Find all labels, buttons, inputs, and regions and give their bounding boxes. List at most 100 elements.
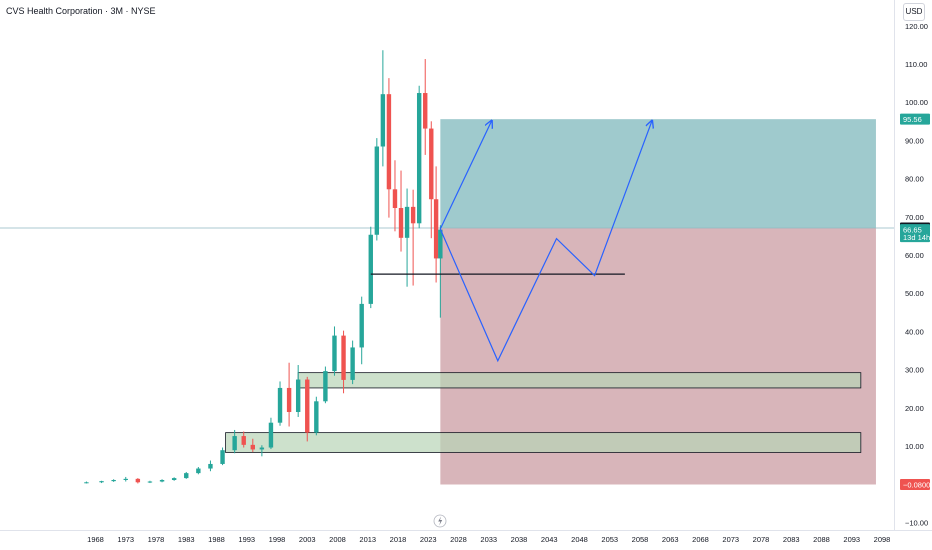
candle-body — [404, 206, 410, 238]
candle-body — [341, 335, 346, 380]
y-tick-label: 10.00 — [905, 442, 924, 451]
candle-body — [410, 206, 416, 224]
x-tick-label: 1993 — [238, 535, 255, 544]
candle — [323, 366, 328, 404]
candle-body — [208, 463, 213, 469]
candle — [368, 226, 373, 309]
price-tag: −0.0800 — [900, 479, 930, 491]
candle-body — [111, 479, 116, 482]
x-tick-label: 2083 — [783, 535, 800, 544]
candle-body — [429, 128, 434, 200]
candle-body — [259, 447, 265, 450]
x-tick-label: 2063 — [662, 535, 679, 544]
candle — [99, 480, 104, 484]
candle — [135, 478, 141, 484]
candle — [380, 50, 386, 167]
candle — [314, 396, 319, 436]
candle — [208, 460, 213, 472]
x-tick-label: 2033 — [480, 535, 497, 544]
currency-button[interactable]: USD — [903, 3, 925, 21]
candle-body — [398, 208, 404, 238]
candle — [410, 189, 416, 286]
candle — [250, 438, 255, 453]
candle — [123, 476, 128, 482]
x-tick-label: 2048 — [571, 535, 588, 544]
x-tick-label: 1998 — [269, 535, 286, 544]
candle-body — [359, 303, 364, 348]
y-tick-label: 60.00 — [905, 251, 924, 260]
lightning-icon[interactable] — [433, 514, 447, 528]
candle-body — [392, 189, 398, 209]
candle — [359, 296, 364, 365]
candle — [220, 447, 225, 466]
candle — [241, 431, 246, 448]
x-tick-label: 2043 — [541, 535, 558, 544]
x-tick-label: 2028 — [450, 535, 467, 544]
price-tag-box — [900, 113, 930, 125]
candle — [386, 78, 392, 218]
candle-body — [268, 422, 274, 448]
candle-body — [305, 379, 310, 433]
candle — [295, 365, 301, 417]
candle-body — [220, 450, 225, 464]
y-tick-label: 20.00 — [905, 404, 924, 413]
candle — [433, 166, 439, 283]
price-tag-countdown: 13d 14h — [903, 233, 930, 242]
x-tick-label: 2073 — [722, 535, 739, 544]
x-tick-label: 1968 — [87, 535, 104, 544]
candle — [111, 479, 116, 482]
candle-body — [323, 371, 328, 402]
candle — [438, 225, 443, 318]
candle-body — [277, 387, 283, 423]
y-tick-label: 70.00 — [905, 213, 924, 222]
y-tick-label: 80.00 — [905, 175, 924, 184]
x-tick-label: 2023 — [420, 535, 437, 544]
x-tick-label: 2093 — [843, 535, 860, 544]
candle — [429, 121, 434, 239]
y-tick-label: 30.00 — [905, 366, 924, 375]
x-tick-label: 2008 — [329, 535, 346, 544]
price-tag: 95.56 — [900, 113, 930, 125]
candle-body — [374, 146, 380, 235]
price-tag-box — [900, 224, 930, 243]
candle-body — [171, 478, 177, 480]
x-tick-label: 2098 — [874, 535, 891, 544]
candle-body — [196, 468, 201, 474]
candle-body — [184, 473, 189, 479]
x-tick-label: 2068 — [692, 535, 709, 544]
price-tag-label: −0.0800 — [903, 480, 930, 489]
projection-path — [439, 121, 652, 363]
candle — [305, 376, 310, 442]
candle — [184, 471, 189, 479]
candle — [277, 381, 283, 426]
y-tick-label: 110.00 — [905, 60, 927, 69]
x-tick-label: 1988 — [208, 535, 225, 544]
x-tick-label: 1973 — [117, 535, 134, 544]
candle-body — [386, 94, 392, 190]
price-tag-label: 95.56 — [903, 115, 922, 124]
candle-body — [368, 234, 373, 304]
support-box — [225, 432, 862, 453]
candle — [171, 477, 177, 481]
candle-body — [423, 93, 428, 129]
candle-body — [99, 481, 104, 483]
x-tick-label: 1983 — [178, 535, 195, 544]
x-tick-label: 2003 — [299, 535, 316, 544]
candle-body — [232, 436, 237, 451]
candle-body — [416, 93, 422, 224]
candle-body — [250, 444, 255, 450]
projection-path — [439, 121, 492, 230]
support-box — [297, 372, 862, 389]
candle-body — [433, 199, 439, 259]
price-tag-box — [900, 479, 930, 491]
candle-body — [241, 436, 246, 445]
candle-body — [135, 478, 141, 483]
x-tick-label: 2088 — [813, 535, 830, 544]
x-tick-label: 2038 — [511, 535, 528, 544]
y-tick-label: 40.00 — [905, 327, 924, 336]
y-tick-label: 100.00 — [905, 98, 928, 107]
candle — [159, 479, 165, 483]
